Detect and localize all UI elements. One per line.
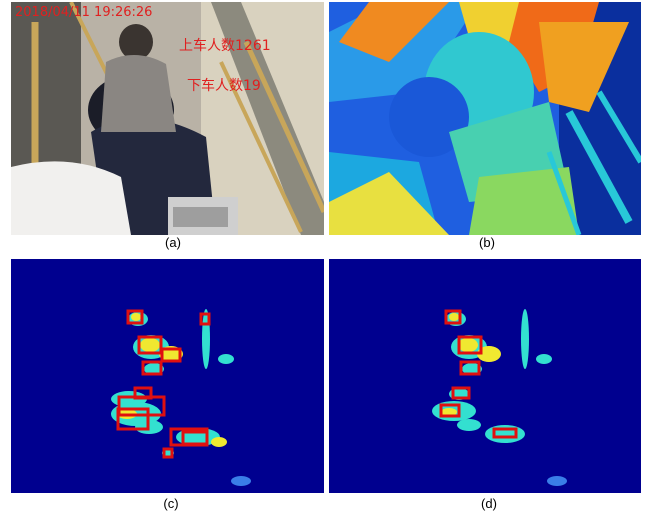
depth-map-image bbox=[329, 2, 641, 235]
detection-boxes-d bbox=[439, 309, 518, 439]
caption-c: (c) bbox=[163, 496, 179, 511]
segmented-depth-image-c bbox=[11, 259, 324, 493]
detection-boxes-c bbox=[116, 309, 211, 459]
alighting-count-overlay: 下车人数19 bbox=[187, 77, 261, 94]
panel-a-camera-photo: 2018/04/11 19:26:26 上车人数1261 下车人数19 bbox=[11, 2, 324, 235]
panel-b-depth-map bbox=[329, 2, 641, 235]
boarding-count-overlay: 上车人数1261 bbox=[179, 37, 271, 54]
caption-a: (a) bbox=[165, 235, 181, 250]
segmented-depth-image-d bbox=[329, 259, 641, 493]
camera-photo-image: 2018/04/11 19:26:26 上车人数1261 下车人数19 bbox=[11, 2, 324, 235]
panel-d-filtered-detections bbox=[329, 259, 641, 493]
timestamp-overlay: 2018/04/11 19:26:26 bbox=[15, 5, 152, 20]
caption-d: (d) bbox=[481, 496, 497, 511]
panel-c-detections bbox=[11, 259, 324, 493]
caption-b: (b) bbox=[479, 235, 495, 250]
